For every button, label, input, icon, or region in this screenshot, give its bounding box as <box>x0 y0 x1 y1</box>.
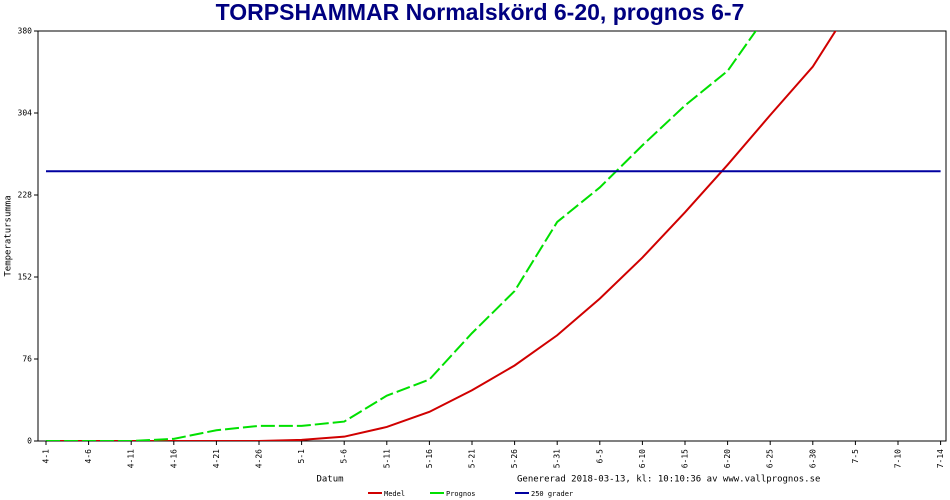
x-tick-label: 5-16 <box>425 449 434 468</box>
plot-frame <box>37 30 947 442</box>
x-axis-label: Datum <box>316 475 343 485</box>
x-tick-label: 5-26 <box>510 449 519 468</box>
x-tick-label: 4-6 <box>84 449 93 464</box>
x-tick-label: 6-30 <box>808 449 817 468</box>
series-line <box>46 31 757 441</box>
y-axis-label: Temperatursumma <box>4 195 14 276</box>
x-tick-label: 4-16 <box>169 449 178 468</box>
chart-title: TORPSHAMMAR Normalskörd 6-20, prognos 6-… <box>216 0 745 25</box>
legend-label: Medel <box>384 490 405 498</box>
footer: Genererad 2018-03-13, kl: 10:10:36 av ww… <box>517 475 820 485</box>
plot-area <box>46 31 941 441</box>
y-tick-label: 152 <box>18 273 33 282</box>
x-tick-label: 7-5 <box>851 449 860 464</box>
x-tick-label: 5-1 <box>297 449 306 464</box>
x-tick-label: 5-11 <box>382 449 391 468</box>
series-line <box>46 31 837 441</box>
x-tick-label: 4-11 <box>127 449 136 468</box>
x-tick-label: 6-10 <box>638 449 647 468</box>
x-tick-label: 5-31 <box>553 449 562 468</box>
x-tick-label: 6-25 <box>766 449 775 468</box>
x-tick-label: 6-5 <box>595 449 604 464</box>
y-tick-label: 0 <box>27 437 32 446</box>
x-tick-label: 7-14 <box>936 449 945 468</box>
y-tick-label: 228 <box>18 191 33 200</box>
y-tick-label: 380 <box>18 27 33 36</box>
y-tick-label: 304 <box>18 109 33 118</box>
x-tick-label: 6-15 <box>681 449 690 468</box>
x-tick-label: 4-1 <box>42 449 51 464</box>
legend-label: 250 grader <box>531 490 573 498</box>
x-tick-label: 4-26 <box>255 449 264 468</box>
x-tick-label: 4-21 <box>212 449 221 468</box>
x-tick-label: 5-6 <box>340 449 349 464</box>
y-tick-label: 76 <box>22 355 32 364</box>
x-tick-label: 6-20 <box>723 449 732 468</box>
legend-label: Prognos <box>446 490 476 498</box>
x-tick-label: 5-21 <box>468 449 477 468</box>
x-tick-label: 7-10 <box>894 449 903 468</box>
